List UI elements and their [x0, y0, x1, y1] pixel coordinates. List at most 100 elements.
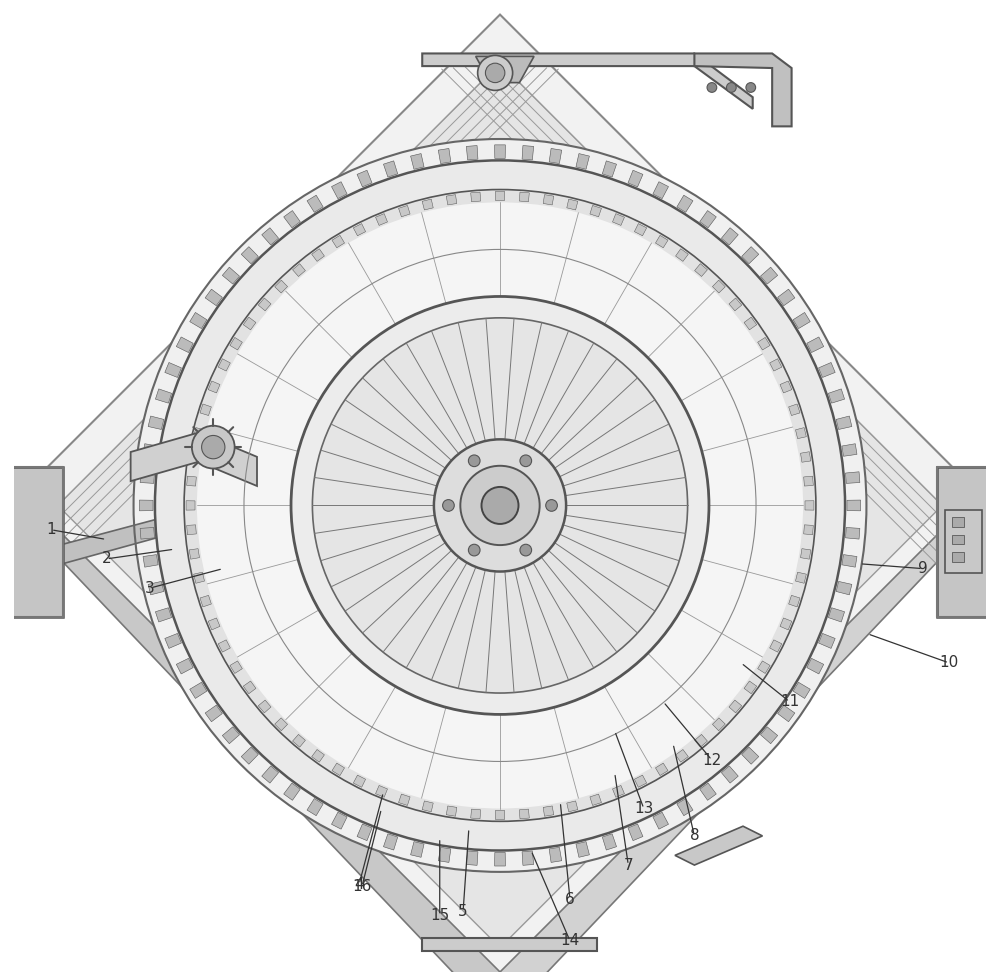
Polygon shape — [189, 452, 199, 463]
Text: 4: 4 — [354, 877, 364, 892]
Polygon shape — [200, 404, 211, 415]
Polygon shape — [655, 235, 668, 248]
Polygon shape — [312, 249, 324, 261]
Polygon shape — [243, 681, 256, 694]
Polygon shape — [613, 785, 624, 797]
Polygon shape — [218, 640, 230, 652]
Polygon shape — [653, 182, 668, 198]
Circle shape — [746, 83, 756, 92]
Polygon shape — [189, 548, 199, 559]
Polygon shape — [793, 682, 810, 699]
Polygon shape — [847, 500, 861, 511]
Polygon shape — [495, 852, 505, 866]
Polygon shape — [634, 775, 647, 787]
Polygon shape — [471, 809, 481, 818]
Circle shape — [481, 487, 519, 524]
Polygon shape — [376, 214, 387, 226]
Circle shape — [468, 455, 480, 467]
Polygon shape — [200, 596, 211, 607]
Circle shape — [291, 296, 709, 714]
Polygon shape — [567, 801, 578, 812]
Polygon shape — [602, 160, 617, 177]
Polygon shape — [807, 658, 824, 674]
Polygon shape — [677, 799, 693, 816]
Polygon shape — [284, 211, 300, 227]
Text: 5: 5 — [458, 904, 468, 920]
Polygon shape — [828, 389, 845, 403]
Polygon shape — [312, 749, 324, 762]
Polygon shape — [466, 146, 478, 160]
Polygon shape — [804, 476, 813, 486]
Bar — [952, 517, 964, 527]
Circle shape — [434, 439, 566, 572]
Polygon shape — [721, 766, 738, 783]
Polygon shape — [399, 205, 410, 217]
Polygon shape — [760, 727, 778, 744]
Circle shape — [520, 455, 532, 467]
Polygon shape — [760, 267, 778, 284]
Polygon shape — [205, 289, 222, 305]
Polygon shape — [522, 850, 534, 865]
Polygon shape — [148, 581, 164, 595]
Text: 12: 12 — [702, 752, 722, 768]
Polygon shape — [653, 813, 668, 829]
Text: 1: 1 — [46, 522, 56, 538]
Polygon shape — [590, 794, 601, 806]
Polygon shape — [243, 317, 256, 330]
Polygon shape — [744, 317, 757, 330]
Polygon shape — [712, 718, 725, 731]
Polygon shape — [357, 824, 372, 841]
Polygon shape — [805, 501, 814, 510]
Polygon shape — [795, 428, 806, 438]
Text: 15: 15 — [430, 908, 449, 923]
Polygon shape — [186, 501, 195, 510]
Polygon shape — [655, 763, 668, 776]
Polygon shape — [677, 195, 693, 212]
Polygon shape — [770, 359, 782, 371]
Polygon shape — [383, 160, 398, 177]
Polygon shape — [262, 227, 279, 245]
Polygon shape — [376, 785, 387, 797]
Polygon shape — [187, 476, 196, 486]
Polygon shape — [9, 505, 500, 972]
Circle shape — [460, 466, 540, 545]
Polygon shape — [293, 263, 305, 276]
Polygon shape — [789, 596, 800, 607]
Text: 3: 3 — [145, 580, 155, 596]
Polygon shape — [729, 700, 742, 712]
Polygon shape — [190, 682, 207, 699]
Text: 14: 14 — [560, 933, 580, 949]
Polygon shape — [446, 806, 457, 816]
Polygon shape — [148, 416, 164, 430]
Polygon shape — [143, 555, 158, 567]
Polygon shape — [729, 298, 742, 311]
Polygon shape — [208, 618, 220, 630]
Polygon shape — [778, 289, 795, 305]
Polygon shape — [819, 363, 835, 377]
Polygon shape — [205, 706, 222, 722]
Polygon shape — [332, 813, 347, 829]
Circle shape — [197, 202, 803, 809]
Polygon shape — [275, 718, 288, 731]
Polygon shape — [770, 640, 782, 652]
Polygon shape — [284, 783, 300, 800]
Polygon shape — [293, 735, 305, 747]
Circle shape — [546, 500, 557, 511]
Circle shape — [202, 435, 225, 459]
Polygon shape — [275, 280, 288, 293]
Polygon shape — [176, 658, 193, 674]
Polygon shape — [422, 53, 753, 109]
Polygon shape — [353, 775, 366, 787]
Text: 13: 13 — [634, 801, 654, 816]
Polygon shape — [795, 573, 806, 583]
Text: 10: 10 — [939, 655, 959, 671]
Polygon shape — [801, 548, 811, 559]
Bar — [945, 510, 982, 573]
Polygon shape — [590, 205, 601, 217]
Polygon shape — [842, 444, 857, 456]
Polygon shape — [9, 15, 991, 972]
Polygon shape — [131, 433, 257, 486]
Polygon shape — [742, 747, 759, 764]
Polygon shape — [383, 834, 398, 850]
Polygon shape — [422, 938, 597, 951]
